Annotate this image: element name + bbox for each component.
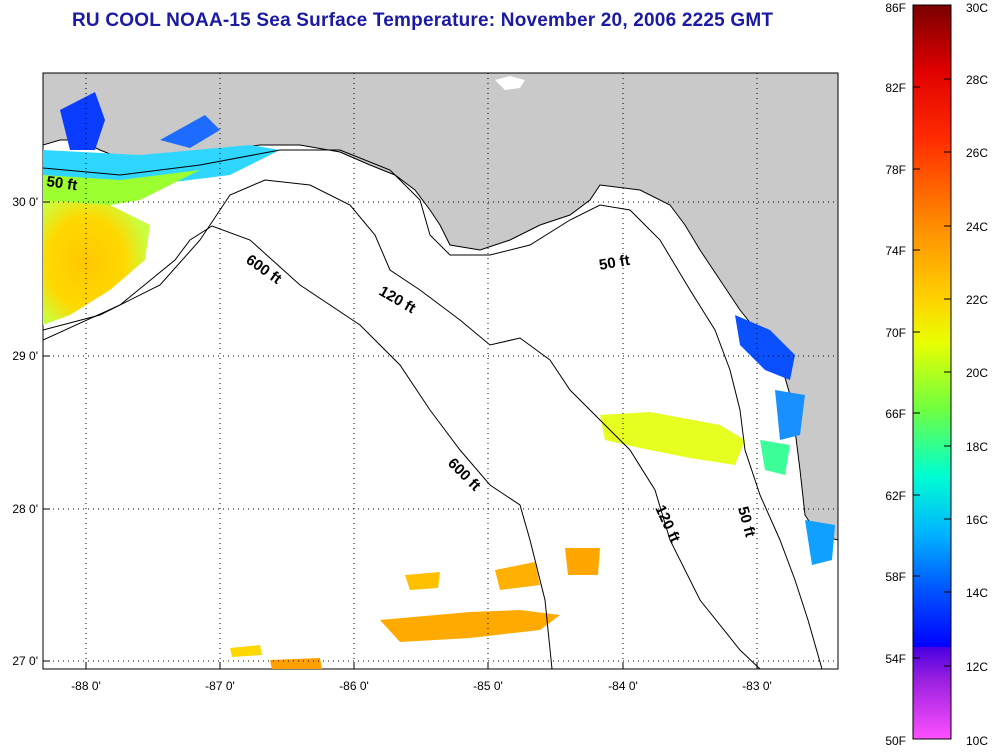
lat-tick-label: 28 0' (12, 502, 38, 516)
sst-data-layer (43, 92, 835, 669)
contour-120ft (43, 179, 761, 669)
contour-label: 50 ft (598, 252, 631, 274)
colorbar-fahrenheit-labels: 86F 82F 78F 74F 70F 66F 62F 58F 54F 50F (885, 1, 906, 748)
colorbar-label-c: 16C (966, 513, 988, 527)
lon-tick-label: -84 0' (608, 679, 638, 693)
colorbar-label-c: 20C (966, 366, 988, 380)
frame-ticks (43, 201, 758, 669)
lat-tick-label: 29 0' (12, 349, 38, 363)
colorbar-label-c: 12C (966, 660, 988, 674)
colorbar-label-f: 86F (885, 1, 906, 15)
colorbar-celsius-labels: 30C 28C 26C 24C 22C 20C 18C 16C 14C 12C … (966, 1, 988, 748)
chart-title: RU COOL NOAA-15 Sea Surface Temperature:… (72, 10, 774, 31)
colorbar-label-c: 26C (966, 146, 988, 160)
lon-tick-label: -88 0' (71, 679, 101, 693)
colorbar-label-f: 62F (885, 489, 906, 503)
colorbar-label-c: 28C (966, 73, 988, 87)
cloud-patch (495, 76, 525, 90)
lat-tick-label: 30 0' (12, 195, 38, 209)
colorbar-label-c: 14C (966, 586, 988, 600)
colorbar-label-c: 22C (966, 293, 988, 307)
colorbar-label-f: 50F (885, 734, 906, 748)
colorbar-ticks (913, 78, 951, 667)
lon-tick-label: -85 0' (473, 679, 503, 693)
colorbar-label-f: 82F (885, 81, 906, 95)
depth-contours (43, 149, 823, 669)
lat-tick-label: 27 0' (12, 654, 38, 668)
latitude-labels: 30 0' 29 0' 28 0' 27 0' (12, 195, 38, 668)
colorbar-label-f: 78F (885, 163, 906, 177)
longitude-labels: -88 0' -87 0' -86 0' -85 0' -84 0' -83 0… (71, 679, 772, 693)
lon-tick-label: -86 0' (339, 679, 369, 693)
colorbar-label-c: 18C (966, 440, 988, 454)
colorbar-label-f: 74F (885, 244, 906, 258)
colorbar-label-f: 54F (885, 652, 906, 666)
colorbar-label-c: 24C (966, 220, 988, 234)
colorbar-label-c: 10C (966, 734, 988, 748)
contour-50ft (43, 149, 823, 669)
colorbar-label-f: 70F (885, 326, 906, 340)
colorbar-label-f: 66F (885, 407, 906, 421)
colorbar-label-f: 58F (885, 570, 906, 584)
contour-label: 50 ft (45, 173, 78, 194)
colorbar-label-c: 30C (966, 1, 988, 15)
colorbar: 86F 82F 78F 74F 70F 66F 62F 58F 54F 50F … (885, 1, 988, 748)
contour-600ft (43, 225, 553, 669)
lon-tick-label: -83 0' (742, 679, 772, 693)
lon-tick-label: -87 0' (205, 679, 235, 693)
